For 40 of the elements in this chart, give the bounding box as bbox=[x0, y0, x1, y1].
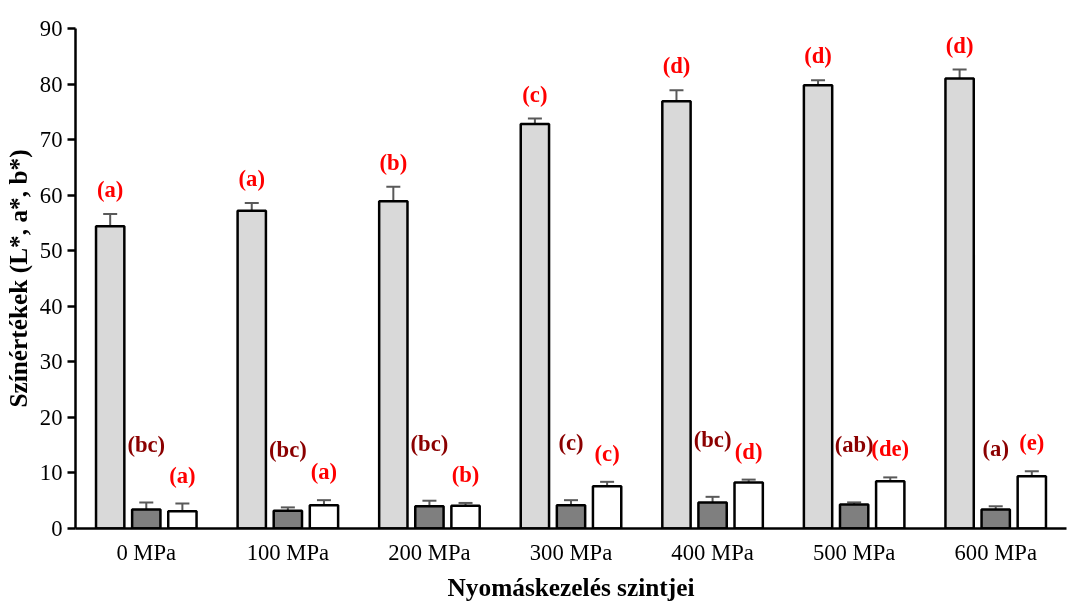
annotation: (d) bbox=[662, 53, 691, 79]
y-tick-label: 0 bbox=[51, 516, 63, 541]
annotation: (a) bbox=[982, 436, 1009, 462]
x-tick-label: 200 MPa bbox=[388, 539, 471, 565]
annotation: (de) bbox=[871, 436, 910, 462]
annotation: (ab) bbox=[834, 432, 874, 458]
annotation: (d) bbox=[804, 43, 832, 69]
y-tick-label: 50 bbox=[39, 238, 63, 264]
annotation: (bc) bbox=[693, 426, 732, 452]
y-tick-label: 30 bbox=[39, 349, 63, 375]
annotation: (bc) bbox=[410, 430, 449, 456]
y-tick-label: 40 bbox=[39, 293, 63, 319]
x-axis-title: Nyomáskezelés szintjei bbox=[447, 572, 695, 601]
y-tick-label: 10 bbox=[39, 460, 63, 486]
annotation: (c) bbox=[558, 430, 584, 456]
x-tick-label: 600 MPa bbox=[954, 539, 1037, 565]
annotation: (bc) bbox=[127, 432, 166, 458]
annotation: (bc) bbox=[268, 437, 307, 463]
y-tick-label: 90 bbox=[39, 16, 63, 41]
y-tick-label: 80 bbox=[39, 71, 63, 97]
annotation: (c) bbox=[522, 81, 548, 107]
y-tick-label: 20 bbox=[39, 404, 63, 430]
x-tick-label: 0 MPa bbox=[116, 539, 177, 565]
annotation: (a) bbox=[238, 165, 265, 191]
y-tick-label: 70 bbox=[39, 127, 63, 153]
annotation: (a) bbox=[169, 462, 196, 488]
annotation: (b) bbox=[379, 149, 408, 175]
x-tick-label: 400 MPa bbox=[671, 539, 754, 565]
annotation: (a) bbox=[310, 459, 338, 485]
y-tick-label: 60 bbox=[39, 182, 63, 208]
x-tick-label: 300 MPa bbox=[529, 539, 613, 565]
annotation: (d) bbox=[945, 32, 974, 58]
annotation: (c) bbox=[594, 440, 620, 466]
annotation: (e) bbox=[1019, 430, 1045, 456]
x-tick-label: 500 MPa bbox=[812, 539, 896, 565]
annotation: (a) bbox=[96, 177, 124, 203]
annotation: (d) bbox=[734, 438, 763, 464]
x-tick-label: 100 MPa bbox=[246, 539, 330, 565]
y-axis-title: Színértékek (L*, a*, b*) bbox=[3, 149, 33, 408]
annotation: (b) bbox=[451, 461, 480, 487]
